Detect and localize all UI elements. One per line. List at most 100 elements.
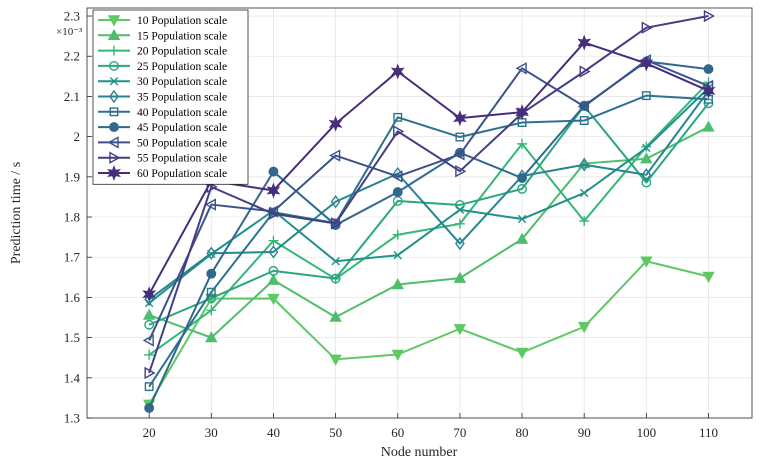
data-point	[267, 273, 280, 285]
data-point	[455, 205, 465, 215]
data-point	[142, 334, 154, 347]
data-point	[391, 349, 404, 361]
data-point	[517, 173, 527, 183]
data-point	[702, 120, 715, 132]
data-point	[453, 324, 467, 336]
legend-label: 50 Population scale	[137, 137, 227, 149]
legend-marker	[109, 76, 119, 86]
data-point	[144, 403, 155, 413]
y-tick-label: 2.1	[64, 89, 80, 104]
legend-item: 10 Population scale	[98, 15, 227, 27]
plot-frame	[86, 7, 753, 419]
legend-marker	[109, 45, 119, 56]
data-point	[328, 115, 343, 132]
data-point	[268, 207, 280, 220]
data-point	[393, 125, 405, 138]
data-point	[640, 152, 653, 164]
legend-label: 35 Population scale	[137, 92, 227, 104]
x-axis-ticks: 20 30 40 50 60 70 80 90 100 110	[143, 413, 718, 440]
data-point	[268, 265, 279, 276]
data-point	[515, 62, 527, 75]
data-point	[330, 195, 341, 209]
data-point	[144, 366, 156, 380]
legend-label: 10 Population scale	[137, 15, 227, 27]
data-point	[391, 278, 404, 290]
legend-item: 35 Population scale	[98, 89, 227, 104]
data-point	[577, 34, 592, 51]
data-point	[144, 349, 155, 360]
data-point	[329, 310, 342, 322]
legend-label: 15 Population scale	[137, 30, 227, 42]
data-point	[579, 188, 589, 198]
data-point	[266, 182, 281, 199]
legend-marker	[109, 122, 119, 133]
legend: 10 Population scale 15 Population scale 20…	[92, 9, 249, 185]
data-point	[206, 305, 217, 316]
series-line	[148, 102, 710, 326]
legend-label: 60 Population scale	[137, 168, 227, 180]
legend-label: 30 Population scale	[137, 76, 227, 88]
series-line	[148, 81, 710, 356]
data-point	[701, 82, 716, 99]
x-tick-label: 20	[143, 425, 156, 440]
data-point	[703, 64, 714, 75]
data-point	[641, 91, 651, 101]
series-line	[148, 94, 709, 388]
data-point	[578, 322, 591, 334]
data-point	[453, 148, 465, 161]
data-point	[641, 177, 652, 188]
data-point	[393, 112, 403, 122]
data-point	[206, 287, 216, 297]
y-exponent-label: ×10⁻³	[56, 26, 83, 38]
data-point	[268, 166, 279, 177]
series-line	[148, 126, 709, 339]
data-point	[206, 268, 217, 279]
y-tick-label: 1.5	[64, 330, 80, 345]
data-point	[517, 138, 528, 149]
y-tick-label: 1.6	[64, 290, 81, 305]
legend-marker	[109, 107, 119, 117]
data-point	[455, 132, 465, 142]
data-point	[205, 331, 218, 343]
legend-label: 25 Population scale	[137, 61, 227, 73]
data-point	[641, 21, 653, 34]
y-tick-label: 1.8	[64, 210, 80, 225]
data-point	[392, 229, 403, 240]
data-point	[206, 246, 217, 260]
x-axis-label: Node number	[381, 445, 458, 460]
data-point	[455, 165, 467, 178]
x-tick-label: 50	[329, 425, 342, 440]
legend-item: 60 Population scale	[98, 165, 227, 181]
x-tick-label: 90	[578, 425, 591, 440]
data-point	[517, 214, 527, 224]
data-point	[517, 183, 527, 194]
data-point	[391, 170, 403, 183]
data-point	[330, 273, 341, 284]
data-point	[393, 250, 402, 260]
data-point	[331, 256, 340, 266]
data-point	[703, 9, 715, 23]
data-point	[268, 245, 279, 259]
data-point	[515, 104, 529, 121]
legend-marker	[107, 165, 121, 181]
legend-label: 40 Population scale	[137, 107, 227, 119]
legend-label: 20 Population scale	[137, 46, 227, 58]
legend-item: 45 Population scale	[98, 122, 227, 134]
data-point	[579, 216, 590, 227]
y-axis-ticks: 1.3 1.4 1.5 1.6 1.7 1.8 1.9 2 2.1 2.2 2.3	[64, 9, 92, 426]
legend-item: 20 Population scale	[98, 46, 227, 58]
x-tick-label: 60	[391, 425, 404, 440]
data-point	[579, 116, 589, 125]
data-point	[515, 347, 529, 359]
series-2	[142, 120, 715, 343]
legend-marker	[109, 151, 121, 164]
data-point	[390, 63, 405, 80]
y-tick-label: 1.3	[64, 411, 80, 426]
data-point	[144, 382, 154, 392]
y-tick-label: 1.7	[64, 250, 81, 265]
x-tick-label: 70	[453, 425, 466, 440]
data-point	[144, 292, 155, 307]
x-tick-label: 80	[516, 425, 529, 440]
data-point	[577, 100, 589, 113]
series-line	[148, 260, 709, 405]
